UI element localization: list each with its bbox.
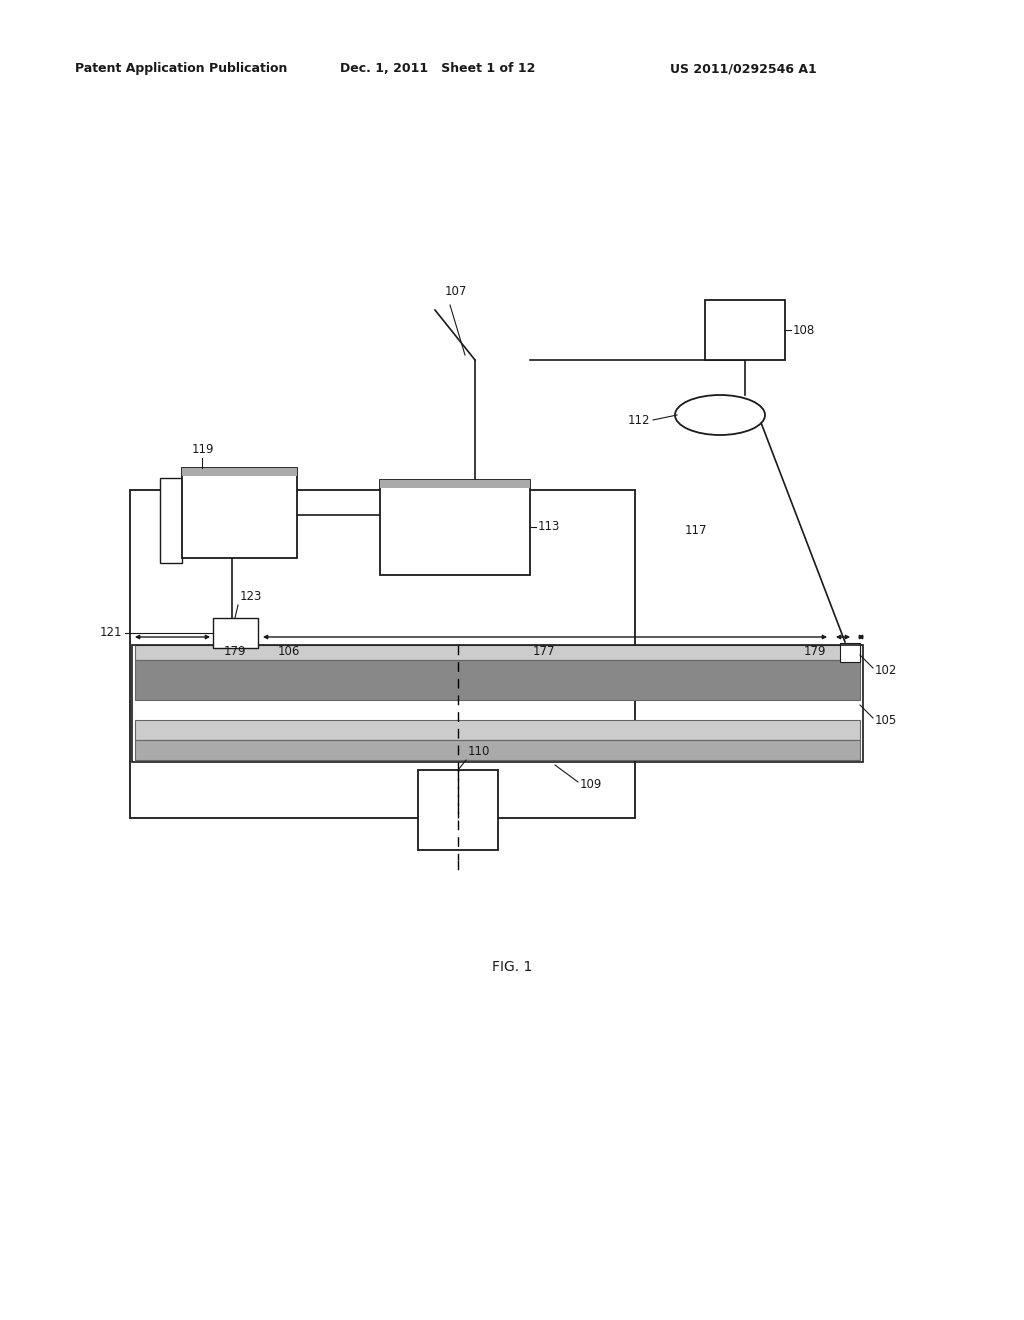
Text: Dec. 1, 2011   Sheet 1 of 12: Dec. 1, 2011 Sheet 1 of 12 <box>340 62 536 75</box>
Bar <box>213 618 258 648</box>
Text: 119: 119 <box>193 444 214 455</box>
Bar <box>132 645 863 762</box>
Bar <box>182 469 297 477</box>
Bar <box>135 741 860 760</box>
Bar <box>135 660 860 700</box>
Text: 105: 105 <box>874 714 897 726</box>
Bar <box>182 469 297 558</box>
Text: 107: 107 <box>445 285 467 298</box>
Text: 106: 106 <box>278 645 300 657</box>
Text: 109: 109 <box>580 779 602 792</box>
Text: FIG. 1: FIG. 1 <box>492 960 532 974</box>
Text: 179: 179 <box>224 645 246 657</box>
Bar <box>130 490 635 818</box>
Bar <box>160 478 182 564</box>
Bar <box>418 770 498 850</box>
Bar <box>705 300 785 360</box>
Text: 177: 177 <box>532 645 555 657</box>
Text: 113: 113 <box>538 520 560 533</box>
Text: Patent Application Publication: Patent Application Publication <box>75 62 288 75</box>
Text: 112: 112 <box>628 413 650 426</box>
Ellipse shape <box>675 395 765 436</box>
Text: 110: 110 <box>468 744 490 758</box>
Bar <box>840 643 860 663</box>
Text: 108: 108 <box>793 323 815 337</box>
Text: 179: 179 <box>804 645 826 657</box>
Bar <box>135 645 860 660</box>
Text: 102: 102 <box>874 664 897 676</box>
Bar <box>135 719 860 741</box>
Bar <box>380 480 530 488</box>
Text: 117: 117 <box>685 524 708 536</box>
Text: US 2011/0292546 A1: US 2011/0292546 A1 <box>670 62 817 75</box>
Text: 121: 121 <box>99 627 122 639</box>
Bar <box>380 480 530 576</box>
Text: 123: 123 <box>240 590 262 603</box>
